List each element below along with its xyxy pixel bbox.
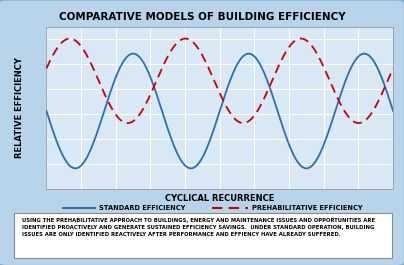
Text: COMPARATIVE MODELS OF BUILDING EFFICIENCY: COMPARATIVE MODELS OF BUILDING EFFICIENC… bbox=[59, 12, 345, 22]
Text: PREHABILITATIVE EFFICIENCY: PREHABILITATIVE EFFICIENCY bbox=[252, 205, 363, 211]
Text: STANDARD EFFICIENCY: STANDARD EFFICIENCY bbox=[99, 205, 185, 211]
Text: USING THE PREHABILITATIVE APPROACH TO BUILDINGS, ENERGY AND MAINTENANCE ISSUES A: USING THE PREHABILITATIVE APPROACH TO BU… bbox=[22, 218, 375, 237]
FancyBboxPatch shape bbox=[14, 213, 392, 258]
Text: CYCLICAL RECURRENCE: CYCLICAL RECURRENCE bbox=[166, 194, 275, 203]
Text: RELATIVE EFFICIENCY: RELATIVE EFFICIENCY bbox=[15, 57, 24, 158]
